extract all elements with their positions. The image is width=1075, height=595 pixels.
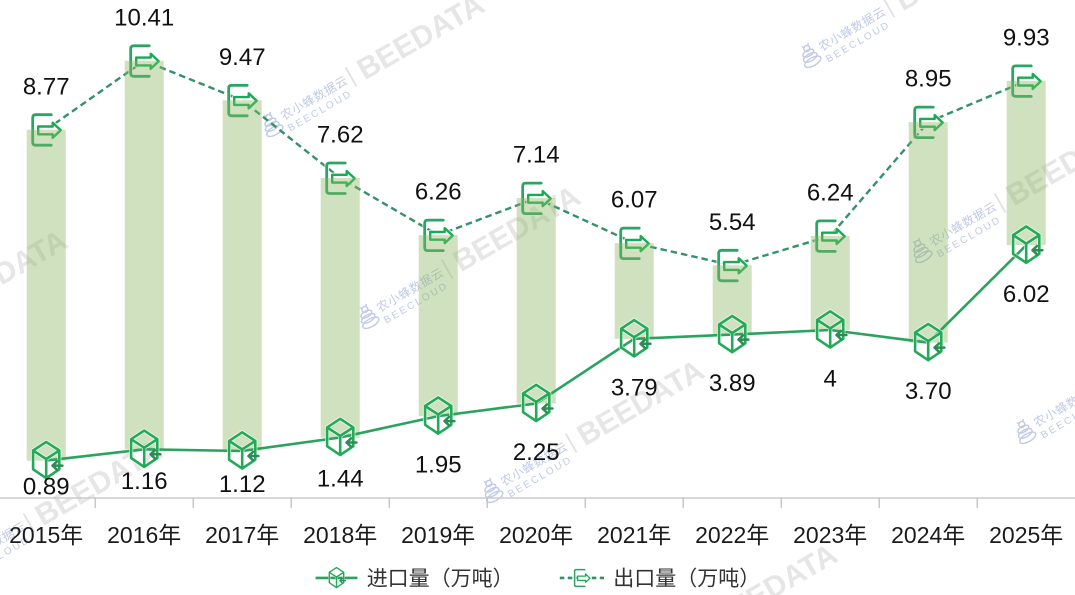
svg-text:4: 4 <box>824 366 837 393</box>
svg-text:进口量（万吨）: 进口量（万吨） <box>367 567 514 590</box>
svg-text:0.89: 0.89 <box>23 474 70 501</box>
svg-text:1.12: 1.12 <box>219 471 266 498</box>
svg-text:6.26: 6.26 <box>415 179 462 206</box>
svg-text:2024年: 2024年 <box>891 522 965 548</box>
svg-text:7.14: 7.14 <box>513 142 560 169</box>
svg-text:3.89: 3.89 <box>709 370 756 397</box>
svg-text:6.24: 6.24 <box>807 180 854 207</box>
svg-text:2017年: 2017年 <box>205 522 279 548</box>
svg-text:2018年: 2018年 <box>303 522 377 548</box>
svg-text:2.25: 2.25 <box>513 439 560 466</box>
svg-text:2020年: 2020年 <box>499 522 573 548</box>
svg-text:9.47: 9.47 <box>219 44 266 71</box>
svg-text:2022年: 2022年 <box>695 522 769 548</box>
svg-text:2019年: 2019年 <box>401 522 475 548</box>
svg-text:3.70: 3.70 <box>905 378 952 405</box>
svg-text:2015年: 2015年 <box>9 522 83 548</box>
svg-text:2025年: 2025年 <box>989 522 1063 548</box>
svg-text:2016年: 2016年 <box>107 522 181 548</box>
svg-text:8.95: 8.95 <box>905 66 952 93</box>
svg-text:8.77: 8.77 <box>23 73 70 100</box>
svg-text:出口量（万吨）: 出口量（万吨） <box>613 567 760 590</box>
svg-text:2023年: 2023年 <box>793 522 867 548</box>
svg-text:7.62: 7.62 <box>317 122 364 149</box>
svg-text:3.79: 3.79 <box>611 374 658 401</box>
svg-text:5.54: 5.54 <box>709 209 756 236</box>
svg-text:1.16: 1.16 <box>121 468 168 495</box>
svg-text:6.02: 6.02 <box>1003 281 1050 308</box>
svg-text:1.44: 1.44 <box>317 466 364 493</box>
svg-text:6.07: 6.07 <box>611 187 658 214</box>
svg-text:2021年: 2021年 <box>597 522 671 548</box>
svg-text:9.93: 9.93 <box>1003 25 1050 52</box>
svg-text:10.41: 10.41 <box>114 4 174 31</box>
svg-text:1.95: 1.95 <box>415 452 462 479</box>
